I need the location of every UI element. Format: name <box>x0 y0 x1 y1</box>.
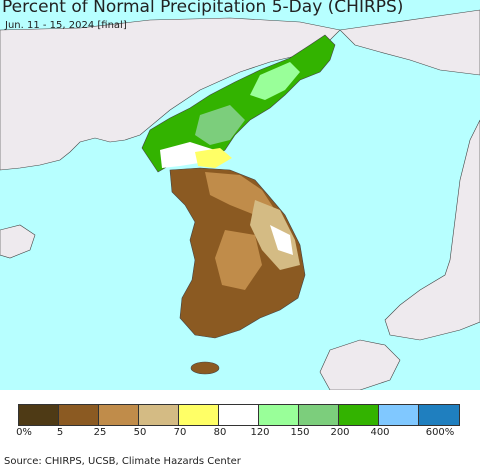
legend-swatch <box>299 405 339 425</box>
south-korea-mid <box>215 230 262 290</box>
legend-label: 150 <box>290 427 310 438</box>
legend-label: 80 <box>213 427 227 438</box>
japan-south <box>319 339 401 390</box>
jeju-island <box>190 361 220 375</box>
north-korea-yellow <box>195 148 232 168</box>
legend-label: 120 <box>250 427 270 438</box>
map-subtitle: Jun. 11 - 15, 2024 [final] <box>5 20 127 31</box>
japan-landmass <box>384 119 480 341</box>
legend-label: 600% <box>425 427 455 438</box>
legend-swatch <box>59 405 99 425</box>
source-credit: Source: CHIRPS, UCSB, Climate Hazards Ce… <box>4 456 241 467</box>
legend-swatch <box>99 405 139 425</box>
legend-labels: 0% 5 25 50 70 80 120 150 200 400 600% <box>0 427 480 441</box>
legend-swatch <box>19 405 59 425</box>
legend-label: 0% <box>16 427 32 438</box>
legend-label: 50 <box>133 427 147 438</box>
shandong-coast <box>0 224 36 259</box>
precipitation-map <box>0 0 480 390</box>
map-title: Percent of Normal Precipitation 5-Day (C… <box>2 0 404 17</box>
legend-label: 400 <box>370 427 390 438</box>
china-landmass <box>0 17 341 171</box>
legend-swatch <box>379 405 419 425</box>
north-korea-light <box>250 62 300 100</box>
legend-label: 70 <box>173 427 187 438</box>
legend-swatch <box>419 405 459 425</box>
legend-swatch <box>339 405 379 425</box>
north-korea-mid <box>195 105 245 145</box>
legend-label: 200 <box>330 427 350 438</box>
legend-swatch <box>219 405 259 425</box>
map-graphic <box>0 9 480 390</box>
south-korea-white <box>270 225 293 255</box>
legend-swatch <box>259 405 299 425</box>
legend-color-bar <box>18 404 460 426</box>
legend-label: 25 <box>93 427 107 438</box>
legend-swatch <box>139 405 179 425</box>
legend-swatch <box>179 405 219 425</box>
russia-landmass <box>339 9 480 76</box>
legend-label: 5 <box>56 427 64 438</box>
